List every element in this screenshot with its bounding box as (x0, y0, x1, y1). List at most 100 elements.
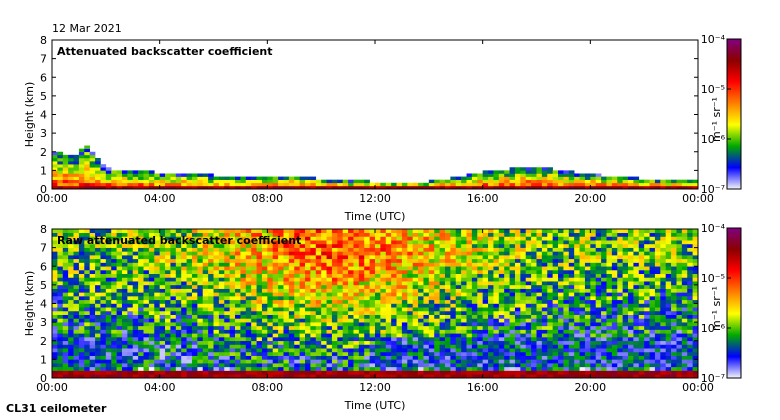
heatmap-cell (261, 366, 268, 371)
heatmap-cell (342, 232, 349, 237)
heatmap-cell (622, 258, 629, 263)
heatmap-cell (380, 333, 387, 338)
heatmap-cell (315, 232, 322, 237)
heatmap-cell (579, 325, 586, 330)
heatmap-cell (294, 329, 300, 334)
heatmap-cell (159, 325, 166, 330)
heatmap-cell (197, 185, 204, 190)
heatmap-cell (294, 262, 300, 267)
heatmap-cell (294, 374, 300, 379)
heatmap-cell (509, 281, 516, 286)
heatmap-cell (261, 314, 268, 319)
heatmap-cell (584, 185, 591, 190)
heatmap-cell (105, 314, 112, 319)
heatmap-cell (95, 296, 101, 301)
heatmap-cell (364, 247, 370, 252)
heatmap-cell (461, 240, 467, 245)
heatmap-cell (121, 329, 128, 334)
heatmap-cell (202, 266, 209, 271)
heatmap-cell (170, 355, 177, 360)
heatmap-cell (434, 240, 440, 245)
heatmap-cell (251, 262, 257, 267)
heatmap-cell (617, 185, 623, 190)
heatmap-cell (471, 333, 478, 338)
heatmap-cell (574, 255, 580, 260)
heatmap-cell (611, 176, 618, 180)
heatmap-cell (455, 344, 462, 349)
heatmap-cell (380, 273, 387, 278)
heatmap-cell (197, 255, 204, 260)
heatmap-cell (617, 359, 623, 364)
heatmap-cell (541, 229, 548, 234)
heatmap-cell (584, 366, 591, 371)
heatmap-cell (73, 310, 80, 315)
heatmap-cell (595, 243, 602, 248)
heatmap-cell (595, 359, 602, 364)
heatmap-cell (278, 374, 284, 379)
heatmap-cell (617, 292, 623, 297)
heatmap-cell (628, 322, 634, 327)
heatmap-cell (493, 240, 500, 245)
heatmap-cell (423, 333, 430, 338)
heatmap-cell (369, 355, 376, 360)
heatmap-cell (342, 182, 349, 187)
heatmap-cell (331, 262, 338, 267)
heatmap-cell (202, 370, 209, 375)
heatmap-cell (245, 281, 252, 286)
heatmap-cell (68, 251, 74, 256)
heatmap-cell (288, 247, 295, 252)
heatmap-cell (391, 262, 397, 267)
heatmap-cell (272, 366, 279, 371)
heatmap-cell (407, 318, 413, 323)
heatmap-cell (504, 303, 510, 308)
heatmap-cell (348, 247, 354, 252)
heatmap-cell (434, 288, 440, 293)
heatmap-cell (622, 240, 629, 245)
heatmap-cell (579, 179, 586, 184)
heatmap-cell (552, 303, 559, 308)
heatmap-cell (294, 269, 300, 275)
heatmap-cell (450, 179, 457, 184)
heatmap-cell (617, 182, 623, 187)
heatmap-cell (224, 370, 230, 375)
heatmap-cell (568, 344, 575, 349)
heatmap-cell (633, 329, 640, 334)
heatmap-cell (337, 370, 343, 375)
heatmap-cell (622, 329, 629, 334)
heatmap-cell (68, 355, 74, 360)
heatmap-cell (358, 284, 365, 289)
heatmap-cell (331, 325, 338, 330)
heatmap-cell (633, 318, 640, 323)
heatmap-cell (224, 351, 230, 356)
heatmap-cell (348, 322, 354, 327)
heatmap-cell (73, 292, 80, 297)
heatmap-cell (138, 269, 144, 275)
heatmap-cell (369, 333, 376, 338)
heatmap-cell (165, 310, 171, 315)
heatmap-cell (89, 176, 96, 180)
heatmap-cell (321, 243, 327, 248)
heatmap-cell (181, 351, 187, 356)
heatmap-cell (439, 273, 446, 278)
heatmap-cell (321, 366, 327, 371)
heatmap-cell (267, 348, 274, 353)
heatmap-cell (321, 325, 327, 330)
heatmap-cell (369, 322, 376, 327)
heatmap-cell (601, 370, 607, 375)
heatmap-cell (525, 322, 532, 327)
heatmap-cell (385, 337, 392, 342)
heatmap-cell (574, 355, 580, 360)
heatmap-cell (52, 232, 58, 237)
heatmap-cell (213, 307, 220, 312)
heatmap-cell (235, 374, 241, 379)
heatmap-cell (407, 273, 413, 278)
heatmap-cell (121, 273, 128, 278)
heatmap-cell (348, 329, 354, 334)
heatmap-cell (73, 164, 80, 168)
heatmap-cell (391, 258, 397, 263)
heatmap-cell (186, 240, 193, 245)
heatmap-cell (240, 232, 247, 237)
heatmap-cell (68, 161, 74, 165)
heatmap-cell (278, 296, 284, 301)
heatmap-cell (245, 337, 252, 342)
